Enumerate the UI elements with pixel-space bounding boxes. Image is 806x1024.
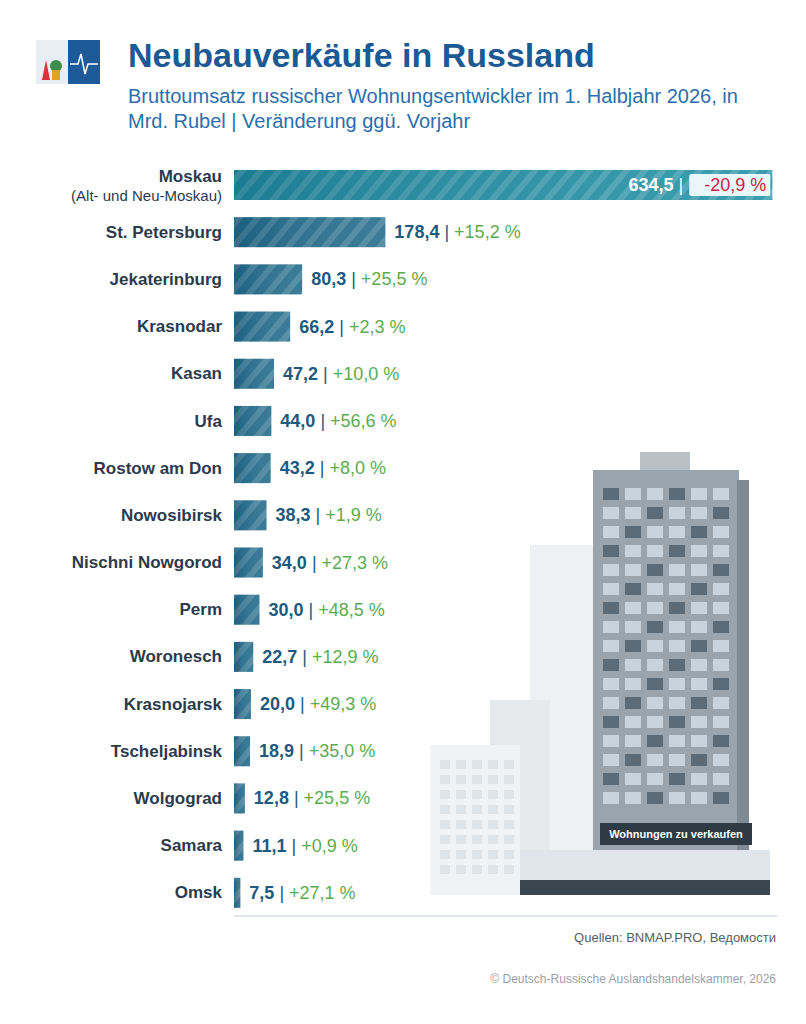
svg-text:11,1|+0,9 %: 11,1|+0,9 % (252, 836, 357, 856)
svg-text:18,9|+35,0 %: 18,9|+35,0 % (259, 741, 375, 761)
svg-text:22,7|+12,9 %: 22,7|+12,9 % (262, 647, 378, 667)
svg-text:St. Petersburg: St. Petersburg (106, 223, 222, 242)
svg-text:47,2|+10,0 %: 47,2|+10,0 % (283, 364, 399, 384)
svg-text:(Alt- und Neu-Moskau): (Alt- und Neu-Moskau) (71, 187, 222, 204)
svg-text:Krasnojarsk: Krasnojarsk (124, 695, 223, 714)
svg-text:80,3|+25,5 %: 80,3|+25,5 % (311, 269, 427, 289)
svg-text:Samara: Samara (161, 836, 223, 855)
svg-text:Omsk: Omsk (175, 883, 223, 902)
svg-text:Moskau: Moskau (159, 167, 222, 186)
svg-text:Nowosibirsk: Nowosibirsk (121, 506, 223, 525)
svg-text:Perm: Perm (179, 600, 222, 619)
svg-text:7,5|+27,1 %: 7,5|+27,1 % (249, 883, 355, 903)
svg-text:Kasan: Kasan (171, 364, 222, 383)
html-text:Quellen: BNMAP.PRO, Ведомости: Quellen: BNMAP.PRO, Ведомости (574, 930, 776, 945)
svg-text:Ufa: Ufa (195, 412, 223, 431)
svg-text:Krasnodar: Krasnodar (137, 317, 222, 336)
svg-text:30,0|+48,5 %: 30,0|+48,5 % (268, 600, 384, 620)
svg-text:Tscheljabinsk: Tscheljabinsk (111, 742, 223, 761)
html-text:© Deutsch-Russische Auslandsha: © Deutsch-Russische Auslandshandelskamme… (490, 972, 776, 986)
html-text:Neubauverkäufe in Russland: Neubauverkäufe in Russland (128, 36, 595, 74)
svg-text:34,0|+27,3 %: 34,0|+27,3 % (272, 553, 388, 573)
html-text:Bruttoumsatz russischer Wohnun: Bruttoumsatz russischer Wohnungsentwickl… (128, 85, 738, 132)
svg-text:44,0|+56,6 %: 44,0|+56,6 % (280, 411, 396, 431)
svg-text:Wohnungen zu verkaufen: Wohnungen zu verkaufen (609, 828, 743, 840)
svg-text:-20,9 %: -20,9 % (704, 175, 766, 195)
svg-text:Wolgograd: Wolgograd (134, 789, 222, 808)
svg-text:634,5|: 634,5| (629, 175, 684, 195)
svg-text:38,3|+1,9 %: 38,3|+1,9 % (275, 505, 381, 525)
svg-text:Nischni Nowgorod: Nischni Nowgorod (72, 553, 222, 572)
svg-text:66,2|+2,3 %: 66,2|+2,3 % (299, 317, 405, 337)
svg-text:Jekaterinburg: Jekaterinburg (110, 270, 222, 289)
svg-text:20,0|+49,3 %: 20,0|+49,3 % (260, 694, 376, 714)
svg-text:Rostow am Don: Rostow am Don (94, 459, 222, 478)
svg-text:178,4|+15,2 %: 178,4|+15,2 % (394, 222, 520, 242)
svg-text:12,8|+25,5 %: 12,8|+25,5 % (254, 788, 370, 808)
svg-text:43,2|+8,0 %: 43,2|+8,0 % (280, 458, 386, 478)
svg-text:Woronesch: Woronesch (130, 647, 222, 666)
